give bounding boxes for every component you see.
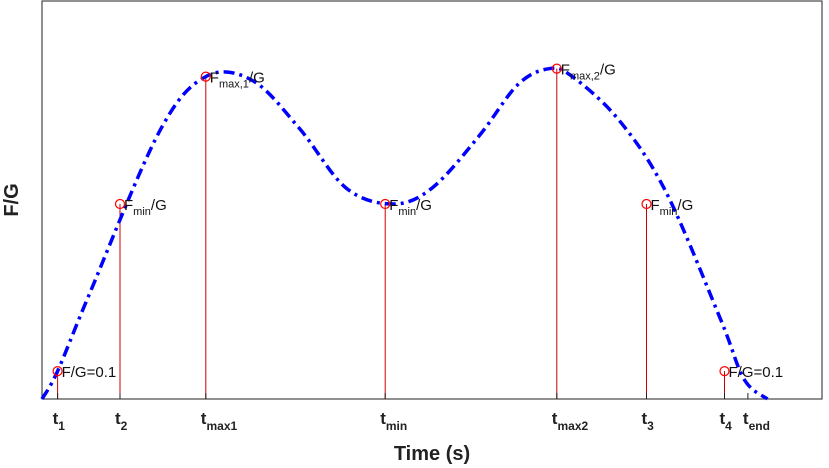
annotation-tmin: Fmin/G — [389, 197, 432, 218]
x-axis-title: Time (s) — [394, 443, 470, 465]
tick-label-tmax2: tmax2 — [552, 409, 589, 433]
tick-label-tmax1: tmax1 — [201, 409, 238, 433]
marker-t4 — [719, 366, 730, 377]
tick-label-t4: t4 — [720, 409, 733, 433]
marker-tmin — [380, 198, 391, 210]
x-ticks: t1 t2 tmax1 tmin tmax2 t3 t4 tend — [53, 393, 770, 433]
tick-label-t3: t3 — [642, 409, 655, 433]
annotation-t4: F/G=0.1 — [729, 364, 784, 381]
annotation-t2: Fmin/G — [124, 197, 167, 218]
marker-t1 — [52, 366, 63, 377]
tick-label-t1: t1 — [53, 409, 66, 433]
marker-tmax1 — [200, 71, 211, 82]
tick-label-tend: tend — [743, 409, 770, 433]
marker-tmax2 — [551, 63, 562, 74]
tick-label-tmin: tmin — [380, 409, 407, 433]
series-line — [40, 66, 769, 401]
marker-t3 — [641, 198, 652, 210]
plot-box — [41, 0, 823, 400]
marker-t2 — [114, 198, 126, 210]
annotations: F/G=0.1 Fmin/G Fmax,1/G Fmin/G Fmax,2/G Fmin/… — [62, 62, 784, 381]
markers — [52, 63, 730, 377]
annotation-t3: Fmin/G — [651, 197, 694, 218]
annotation-tmax1: Fmax,1/G — [210, 70, 265, 91]
annotation-t1: F/G=0.1 — [62, 364, 117, 381]
drop-lines — [57, 68, 725, 399]
annotation-tmax2: Fmax,2/G — [561, 62, 616, 83]
tick-label-t2: t2 — [115, 409, 128, 433]
y-axis-title: F/G — [1, 183, 23, 216]
